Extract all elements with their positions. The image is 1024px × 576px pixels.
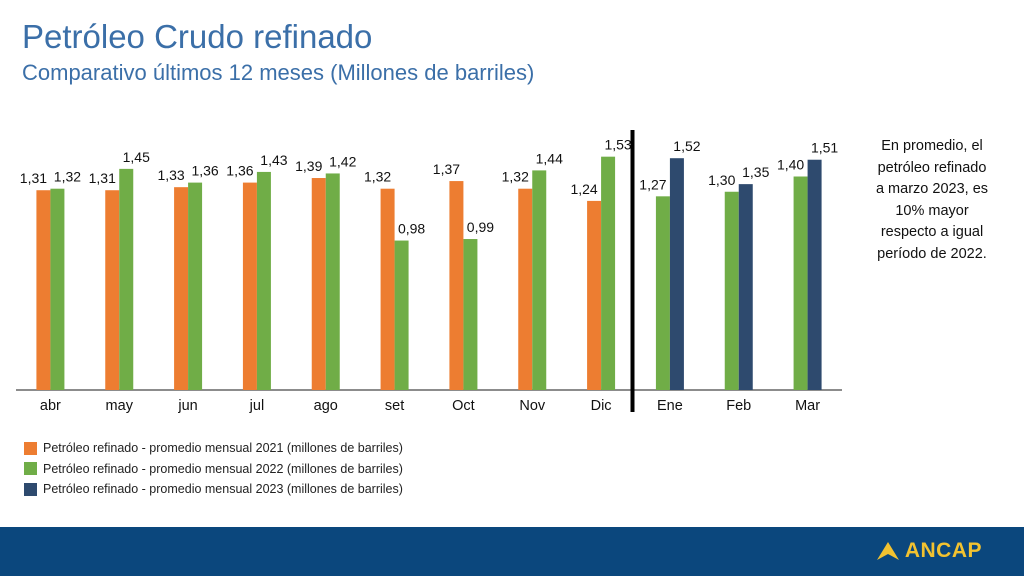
- data-label: 1,24: [570, 181, 597, 197]
- bar-ago-s0: [311, 178, 326, 390]
- x-tick-label: abr: [40, 398, 61, 414]
- legend-label: Petróleo refinado - promedio mensual 202…: [43, 441, 403, 456]
- x-tick-label: Mar: [795, 398, 820, 414]
- data-label: 1,44: [536, 150, 563, 166]
- data-label: 1,35: [742, 164, 769, 180]
- x-tick-label: set: [385, 398, 404, 414]
- bar-Ene-s2: [669, 158, 684, 390]
- ancap-arrow-icon: [876, 542, 899, 560]
- x-tick-label: Nov: [519, 398, 546, 414]
- footer-bar: ANCAP: [0, 527, 1024, 576]
- bar-Nov-s1: [532, 170, 547, 390]
- legend-label: Petróleo refinado - promedio mensual 202…: [43, 461, 403, 476]
- note-line: a marzo 2023, es: [875, 181, 989, 197]
- bar-Oct-s0: [449, 181, 464, 390]
- x-tick-label: Dic: [591, 398, 612, 414]
- data-label: 1,40: [777, 157, 804, 173]
- legend-item-2022: Petróleo refinado - promedio mensual 202…: [24, 459, 403, 480]
- data-label: 1,33: [157, 167, 184, 183]
- data-label: 1,31: [89, 170, 116, 186]
- bar-jun-s0: [174, 187, 189, 390]
- summary-note: En promedio, el petróleo refinado a marz…: [862, 136, 1002, 265]
- data-label: 0,98: [398, 221, 425, 237]
- data-label: 1,45: [123, 149, 150, 165]
- bar-jun-s1: [188, 182, 203, 390]
- data-label: 1,36: [191, 163, 218, 179]
- legend-swatch: [24, 462, 37, 476]
- data-label: 1,36: [226, 163, 253, 179]
- x-tick-label: Ene: [657, 398, 683, 414]
- data-label: 1,51: [811, 140, 838, 156]
- data-label: 1,32: [364, 169, 391, 185]
- ancap-logo: ANCAP: [876, 539, 982, 563]
- data-label: 0,99: [467, 219, 494, 235]
- x-tick-label: may: [106, 398, 134, 414]
- bar-Feb-s1: [724, 191, 739, 390]
- bar-Mar-s2: [807, 159, 822, 390]
- legend-label: Petróleo refinado - promedio mensual 202…: [43, 482, 403, 497]
- bar-may-s0: [105, 190, 120, 390]
- data-label: 1,30: [708, 172, 735, 188]
- bar-Feb-s2: [738, 184, 753, 390]
- data-label: 1,32: [502, 169, 529, 185]
- bar-jul-s0: [242, 182, 257, 390]
- x-tick-label: Feb: [726, 398, 751, 414]
- data-label: 1,31: [20, 170, 47, 186]
- bar-set-s1: [394, 240, 409, 390]
- bar-set-s0: [380, 188, 395, 390]
- bar-Oct-s1: [463, 239, 478, 390]
- x-tick-label: jun: [177, 398, 197, 414]
- bar-Ene-s1: [655, 196, 670, 390]
- legend-item-2023: Petróleo refinado - promedio mensual 202…: [24, 479, 403, 500]
- note-line: En promedio, el: [881, 138, 983, 154]
- bar-abr-s1: [50, 188, 65, 390]
- data-label: 1,32: [54, 169, 81, 185]
- legend: Petróleo refinado - promedio mensual 202…: [24, 438, 403, 500]
- legend-swatch: [24, 482, 37, 496]
- note-line: petróleo refinado: [877, 159, 987, 176]
- data-label: 1,53: [604, 137, 631, 153]
- x-tick-label: ago: [314, 398, 338, 414]
- chart-title: Petróleo Crudo refinado: [22, 18, 373, 55]
- note-line: 10% mayor: [895, 202, 969, 219]
- chart-subtitle: Comparativo últimos 12 meses (Millones d…: [22, 60, 535, 85]
- data-label: 1,43: [260, 152, 287, 168]
- data-label: 1,39: [295, 158, 322, 174]
- note-line: período de 2022.: [877, 245, 987, 262]
- bar-abr-s0: [36, 190, 51, 390]
- data-label: 1,27: [639, 176, 666, 192]
- note-line: respecto a igual: [880, 224, 984, 240]
- bar-ago-s1: [325, 173, 340, 390]
- bar-jul-s1: [256, 171, 271, 390]
- bar-Dic-s0: [587, 200, 602, 390]
- x-tick-label: jul: [249, 398, 265, 414]
- bar-may-s1: [119, 168, 134, 390]
- legend-swatch: [24, 441, 37, 455]
- data-label: 1,42: [329, 153, 356, 169]
- bar-Dic-s1: [601, 156, 616, 390]
- data-label: 1,52: [673, 138, 700, 154]
- data-label: 1,37: [433, 161, 460, 177]
- x-tick-label: Oct: [452, 398, 475, 414]
- legend-item-2021: Petróleo refinado - promedio mensual 202…: [24, 438, 403, 459]
- bar-Nov-s0: [518, 188, 533, 390]
- bar-Mar-s1: [793, 176, 808, 390]
- logo-text: ANCAP: [904, 539, 982, 562]
